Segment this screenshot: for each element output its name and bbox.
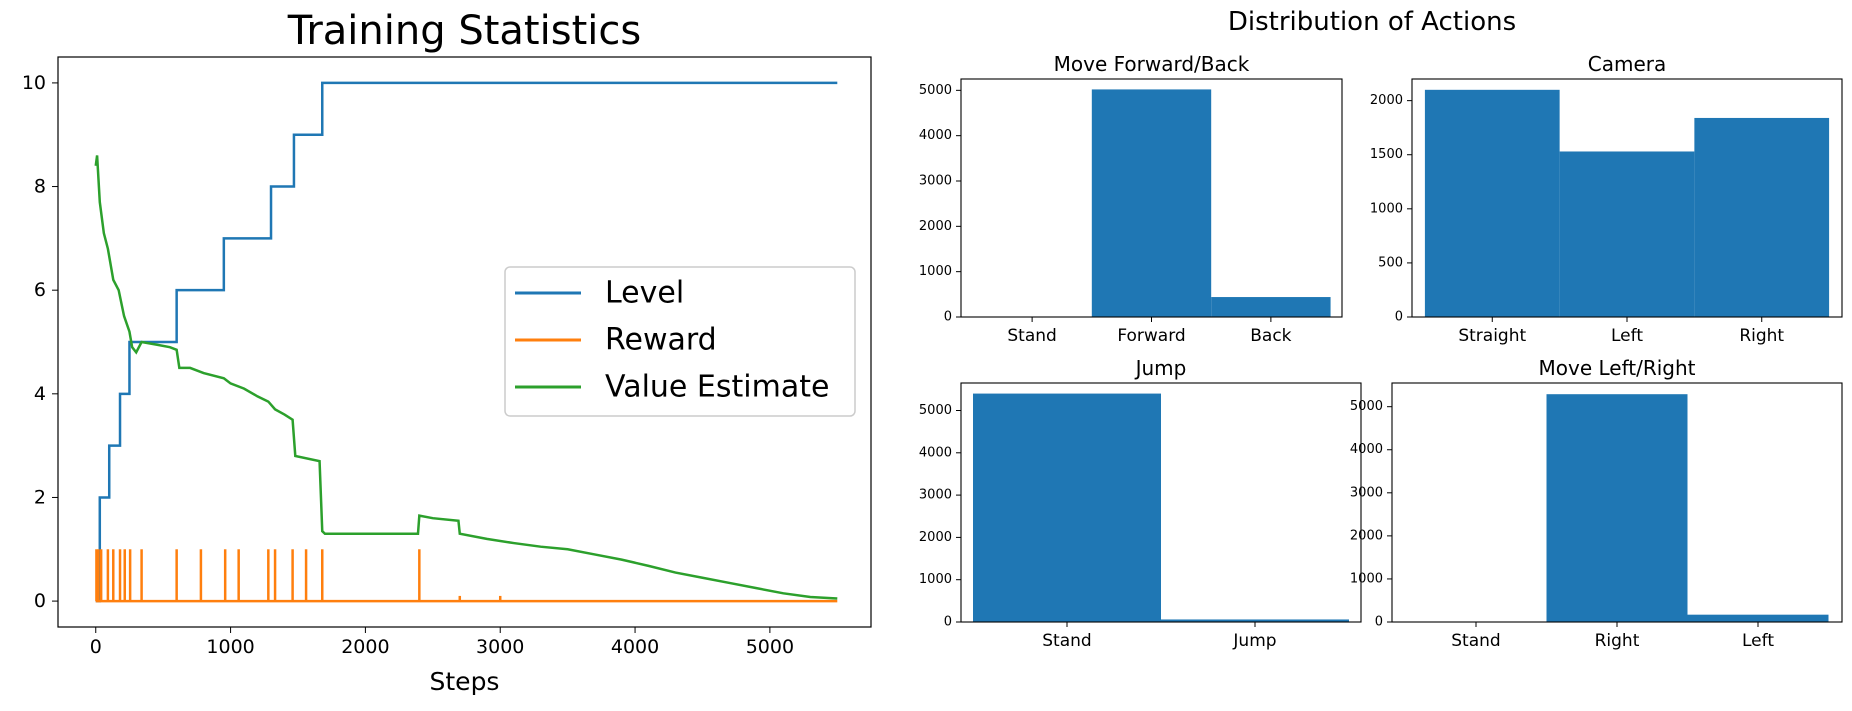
x-tick-label: Left — [1611, 326, 1643, 346]
y-tick-label: 10 — [22, 72, 46, 94]
x-tick-label: Left — [1742, 631, 1774, 651]
x-tick-label: Stand — [1451, 631, 1500, 651]
subplot-frame — [960, 382, 1362, 623]
series-line-value-estimate — [94, 155, 838, 600]
y-tick-label: 0 — [1395, 310, 1403, 325]
y-tick-label: 1000 — [919, 264, 952, 279]
y-tick-label: 6 — [34, 279, 46, 301]
y-tick-label: 3000 — [1350, 485, 1383, 500]
y-tick-label: 2000 — [1370, 93, 1403, 108]
bar — [1687, 614, 1829, 622]
x-tick-label: 1000 — [206, 636, 254, 658]
x-tick-label: Forward — [1117, 326, 1185, 346]
subplot-frame — [960, 78, 1343, 318]
y-tick-label: 1000 — [1370, 201, 1403, 216]
y-tick-label: 1000 — [919, 572, 952, 587]
x-tick-label: 2000 — [341, 636, 389, 658]
chart-title: Training Statistics — [287, 8, 641, 54]
y-tick-label: 2 — [34, 486, 46, 508]
bar — [1091, 89, 1212, 317]
subplot-title: Move Forward/Back — [1054, 52, 1250, 76]
y-tick-label: 8 — [34, 176, 46, 198]
bar — [1546, 394, 1688, 622]
bar — [1161, 619, 1349, 622]
y-tick-label: 0 — [1375, 615, 1383, 630]
legend-label: Level — [605, 276, 684, 311]
y-tick-label: 1500 — [1370, 147, 1403, 162]
bar — [1694, 117, 1830, 317]
x-tick-label: Right — [1739, 326, 1784, 346]
y-tick-label: 3000 — [919, 174, 952, 189]
subplot-frame — [1391, 382, 1843, 623]
subplot-title: Move Left/Right — [1538, 356, 1695, 380]
y-tick-label: 5000 — [919, 83, 952, 98]
suptitle: Distribution of Actions — [1228, 7, 1516, 37]
y-tick-label: 4000 — [919, 445, 952, 460]
y-tick-label: 0 — [944, 615, 952, 630]
bar — [1559, 151, 1695, 317]
y-tick-label: 0 — [944, 310, 952, 325]
y-tick-label: 4 — [34, 383, 46, 405]
y-tick-label: 2000 — [1350, 528, 1383, 543]
x-tick-label: Back — [1250, 326, 1291, 346]
y-tick-label: 0 — [34, 590, 46, 612]
y-tick-label: 1000 — [1350, 571, 1383, 586]
y-tick-label: 4000 — [1350, 442, 1383, 457]
y-tick-label: 2000 — [919, 530, 952, 545]
x-tick-label: Jump — [1232, 631, 1276, 651]
x-axis-label: Steps — [430, 667, 500, 696]
bar — [1211, 297, 1331, 317]
x-tick-label: 5000 — [746, 636, 794, 658]
subplot-title: Camera — [1588, 52, 1667, 76]
series-line-level — [95, 81, 838, 603]
x-tick-label: Right — [1595, 631, 1640, 651]
x-tick-label: Stand — [1042, 631, 1091, 651]
x-tick-label: Stand — [1007, 326, 1056, 346]
x-tick-label: 4000 — [611, 636, 659, 658]
y-tick-label: 5000 — [1350, 399, 1383, 414]
x-tick-label: 0 — [90, 636, 102, 658]
subplot-frame — [1411, 78, 1843, 318]
y-tick-label: 500 — [1378, 255, 1403, 270]
y-tick-label: 5000 — [919, 403, 952, 418]
bar — [973, 393, 1161, 622]
x-tick-label: Straight — [1458, 326, 1526, 346]
legend-label: Value Estimate — [605, 370, 829, 405]
plot-frame — [57, 56, 872, 628]
legend-box — [504, 266, 856, 417]
legend-label: Reward — [605, 323, 717, 358]
y-tick-label: 2000 — [919, 219, 952, 234]
y-tick-label: 3000 — [919, 488, 952, 503]
x-tick-label: 3000 — [476, 636, 524, 658]
subplot-title: Jump — [1134, 356, 1187, 380]
bar — [1424, 89, 1560, 318]
y-tick-label: 4000 — [919, 128, 952, 143]
